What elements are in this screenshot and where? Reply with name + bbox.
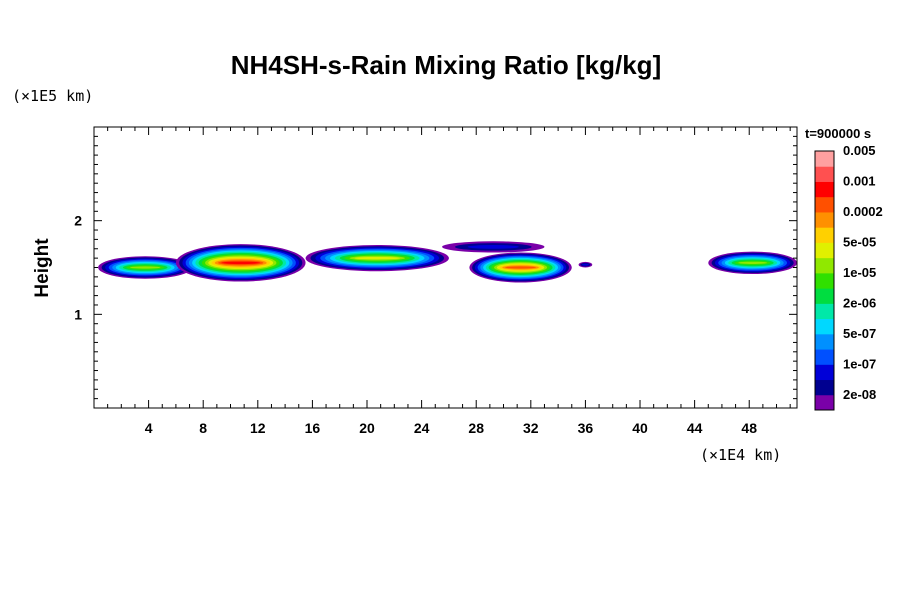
cloud-layer xyxy=(442,241,545,253)
cloud-contour xyxy=(467,245,519,249)
colorbar-frame xyxy=(814,150,835,411)
cloud-contour xyxy=(582,263,589,266)
colorbar-swatch xyxy=(815,379,834,396)
x-tick-label: 40 xyxy=(632,420,648,436)
colorbar-swatch xyxy=(815,349,834,365)
cloud-layer xyxy=(305,245,449,272)
x-tick-label: 4 xyxy=(145,420,153,436)
x-tick-label: 24 xyxy=(414,420,430,436)
colorbar-label: 0.005 xyxy=(843,143,876,158)
colorbar-swatch xyxy=(815,211,834,228)
x-tick-label: 32 xyxy=(523,420,539,436)
colorbar-label: 0.001 xyxy=(843,173,876,188)
chart-title: NH4SH-s-Rain Mixing Ratio [kg/kg] xyxy=(231,50,661,80)
y-tick-label: 1 xyxy=(74,306,82,322)
x-unit-label: (×1E4 km) xyxy=(700,446,781,464)
cloud-layers xyxy=(98,241,797,283)
cloud-layer xyxy=(578,261,593,268)
x-tick-label: 44 xyxy=(687,420,703,436)
colorbar-swatch xyxy=(815,394,834,411)
cloud-contour xyxy=(221,261,261,265)
colorbar-label: 5e-07 xyxy=(843,326,876,341)
colorbar-swatch xyxy=(815,227,834,243)
colorbar-swatch xyxy=(815,303,834,320)
colorbar-swatch xyxy=(815,288,834,304)
cloud-layer xyxy=(469,252,572,283)
colorbar-swatch xyxy=(815,242,834,259)
cloud-contour xyxy=(738,261,768,264)
x-tick-label: 48 xyxy=(741,420,757,436)
y-unit-label: (×1E5 km) xyxy=(12,87,93,105)
cloud-contour xyxy=(354,256,401,260)
cloud-layer xyxy=(175,244,306,282)
colorbar-swatch xyxy=(815,151,834,167)
colorbar-swatch xyxy=(815,272,834,289)
colorbar: 2e-08 1e-07 5e-07 2e-06 1e-05 5e-05 0.0002 0.00… xyxy=(814,143,883,411)
colorbar-label: 2e-06 xyxy=(843,295,876,310)
colorbar-swatch xyxy=(815,257,834,274)
colorbar-label: 1e-05 xyxy=(843,265,876,280)
colorbar-label: 0.0002 xyxy=(843,204,883,219)
colorbar-label: 5e-05 xyxy=(843,234,876,249)
colorbar-swatch xyxy=(815,333,834,350)
y-tick-label: 2 xyxy=(74,213,82,229)
colorbar-label: 1e-07 xyxy=(843,356,876,371)
colorbar-swatch xyxy=(815,318,834,335)
x-tick-label: 20 xyxy=(359,420,375,436)
x-tick-label: 28 xyxy=(468,420,484,436)
time-label: t=900000 s xyxy=(805,126,871,141)
colorbar-swatch xyxy=(815,166,834,182)
cloud-contour xyxy=(129,266,161,269)
x-tick-label: 36 xyxy=(578,420,594,436)
colorbar-swatch xyxy=(815,181,834,198)
y-axis-label: Height xyxy=(32,238,53,298)
x-tick-label: 12 xyxy=(250,420,266,436)
cloud-layer xyxy=(708,251,797,275)
colorbar-swatch xyxy=(815,196,834,213)
x-tick-label: 16 xyxy=(305,420,321,436)
colorbar-label: 2e-08 xyxy=(843,387,876,402)
colorbar-swatch xyxy=(815,364,834,381)
x-tick-label: 8 xyxy=(199,420,207,436)
cloud-layer xyxy=(98,256,193,279)
cloud-contour xyxy=(505,266,537,269)
